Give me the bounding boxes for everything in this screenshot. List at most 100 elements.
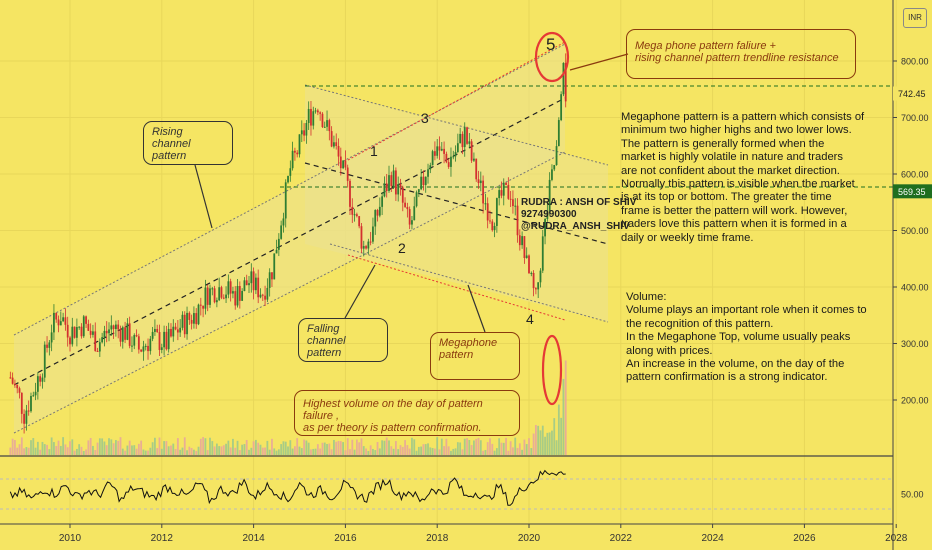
author-watermark: RUDRA : ANSH OF SHIV 9274990300 @RUDRA_A… bbox=[521, 197, 637, 232]
volume-bar bbox=[222, 445, 225, 455]
y-tick-label: 600.00 bbox=[901, 170, 929, 180]
candle-body bbox=[539, 270, 542, 283]
candle-body bbox=[548, 179, 551, 211]
candle-body bbox=[284, 182, 287, 219]
volume-bar bbox=[289, 440, 292, 455]
volume-bar bbox=[158, 437, 161, 455]
volume-bar bbox=[440, 438, 443, 455]
candle-body bbox=[9, 377, 12, 379]
candle-body bbox=[553, 165, 556, 170]
volume-bar bbox=[261, 447, 264, 455]
megaphone-leader bbox=[467, 284, 486, 333]
candle-body bbox=[250, 271, 253, 284]
candle-body bbox=[388, 175, 390, 192]
candle-body bbox=[404, 202, 406, 207]
volume-bar bbox=[546, 432, 549, 455]
candle-body bbox=[257, 277, 260, 298]
volume-bar bbox=[321, 442, 324, 455]
volume-bar bbox=[92, 445, 94, 455]
volume-bar bbox=[232, 438, 234, 455]
candle-body bbox=[475, 158, 478, 180]
candle-body bbox=[193, 313, 195, 324]
candle-body bbox=[18, 388, 21, 393]
candle-body bbox=[115, 324, 117, 330]
candle-body bbox=[59, 321, 62, 326]
candle-body bbox=[507, 184, 510, 199]
candle-body bbox=[417, 189, 420, 193]
falling-channel-upper bbox=[304, 84, 609, 166]
megaphone-upper bbox=[347, 41, 566, 161]
candle-body bbox=[48, 342, 51, 348]
volume-bar bbox=[468, 439, 471, 455]
volume-bar bbox=[323, 442, 326, 455]
x-tick-label: 2022 bbox=[610, 533, 633, 544]
volume-bar bbox=[390, 446, 393, 455]
candle-body bbox=[174, 326, 177, 330]
volume-bar bbox=[450, 450, 452, 455]
volume-bar bbox=[562, 378, 565, 455]
volume-bar bbox=[170, 445, 172, 455]
candle-body bbox=[280, 225, 283, 239]
candle-body bbox=[546, 210, 549, 219]
candle-body bbox=[447, 162, 450, 167]
currency-badge[interactable]: INR bbox=[903, 8, 927, 28]
top-note-leader bbox=[569, 53, 629, 71]
candle-body bbox=[119, 329, 122, 342]
volume-bar bbox=[135, 448, 138, 455]
y-tick-label: 800.00 bbox=[901, 57, 929, 67]
volume-bar bbox=[80, 446, 83, 455]
volume-bar bbox=[495, 448, 498, 455]
candle-body bbox=[23, 413, 25, 424]
volume-bar bbox=[18, 444, 21, 455]
volume-bar bbox=[41, 441, 44, 455]
volume-bar bbox=[229, 447, 232, 455]
volume-bar bbox=[376, 442, 379, 455]
candle-body bbox=[365, 246, 367, 249]
volume-bar bbox=[119, 437, 122, 455]
oscillator-pane bbox=[0, 469, 893, 510]
rising-channel-mid bbox=[13, 97, 566, 386]
volume-bar bbox=[365, 448, 367, 455]
candle-body bbox=[158, 332, 161, 350]
volume-bar bbox=[96, 442, 99, 455]
y-tick-label: 400.00 bbox=[901, 283, 929, 293]
volume-bar bbox=[360, 438, 363, 455]
volume-bar bbox=[374, 450, 377, 455]
candle-body bbox=[303, 130, 305, 136]
candle-body bbox=[456, 143, 459, 152]
volume-bar bbox=[43, 444, 46, 455]
candle-body bbox=[518, 235, 521, 246]
candle-body bbox=[66, 324, 69, 338]
volume-bar bbox=[463, 438, 466, 455]
candle-body bbox=[493, 225, 496, 231]
volume-bar bbox=[62, 437, 65, 455]
volume-bar bbox=[475, 438, 478, 455]
candle-body bbox=[564, 62, 567, 102]
candle-body bbox=[151, 331, 154, 339]
candle-body bbox=[406, 206, 409, 210]
volume-bar bbox=[381, 440, 384, 455]
candle-body bbox=[39, 376, 42, 382]
candle-body bbox=[199, 304, 202, 306]
candle-body bbox=[172, 326, 175, 337]
candle-body bbox=[92, 331, 94, 335]
volume-bar bbox=[388, 440, 390, 455]
annotation-leaders bbox=[194, 53, 629, 333]
volume-bar bbox=[413, 439, 416, 455]
candle-body bbox=[46, 344, 48, 348]
volume-bar bbox=[335, 441, 338, 455]
volume-bar bbox=[349, 449, 351, 455]
volume-bar bbox=[564, 360, 567, 455]
volume-bar bbox=[78, 444, 81, 455]
volume-bar bbox=[424, 444, 427, 455]
volume-bar bbox=[456, 442, 459, 455]
x-tick-label: 2010 bbox=[59, 533, 82, 544]
candle-body bbox=[188, 312, 191, 320]
volume-bar bbox=[199, 438, 202, 455]
volume-bar bbox=[482, 450, 484, 455]
candle-body bbox=[213, 288, 216, 303]
candle-body bbox=[307, 108, 310, 124]
candle-body bbox=[133, 335, 136, 346]
candle-body bbox=[420, 176, 423, 190]
